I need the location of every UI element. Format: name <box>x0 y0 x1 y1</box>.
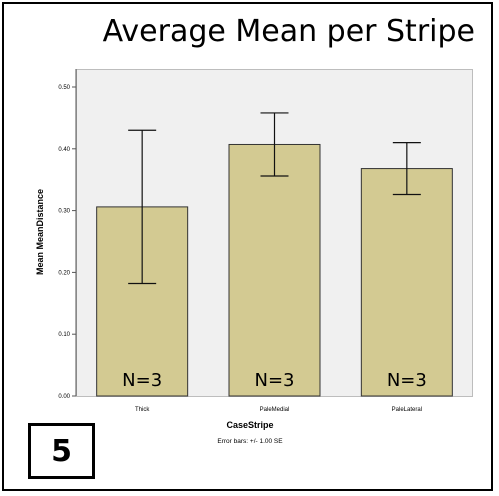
y-tick-label: 0.50 <box>58 85 70 91</box>
x-tick-label: Thick <box>135 407 150 413</box>
x-tick-label: PaleMedial <box>260 407 290 413</box>
bar-data-label: N=3 <box>255 370 295 391</box>
x-tick-label: PaleLateral <box>392 407 422 413</box>
x-axis-label: CaseStripe <box>226 420 274 430</box>
chart-title: Average Mean per Stripe <box>102 14 475 49</box>
bar <box>228 143 321 397</box>
y-tick-label: 0.30 <box>58 209 70 215</box>
error-bar-note: Error bars: +/- 1.00 SE <box>217 438 283 445</box>
bar-data-label: N=3 <box>122 370 162 391</box>
bar <box>360 168 453 397</box>
y-tick-label: 0.00 <box>58 394 70 400</box>
y-tick-label: 0.10 <box>58 332 70 338</box>
y-tick-label: 0.20 <box>58 270 70 276</box>
panel-number: 5 <box>28 423 95 479</box>
y-tick-label: 0.40 <box>58 147 70 153</box>
bar-data-label: N=3 <box>387 370 427 391</box>
y-axis-label: Mean MeanDistance <box>35 188 45 276</box>
